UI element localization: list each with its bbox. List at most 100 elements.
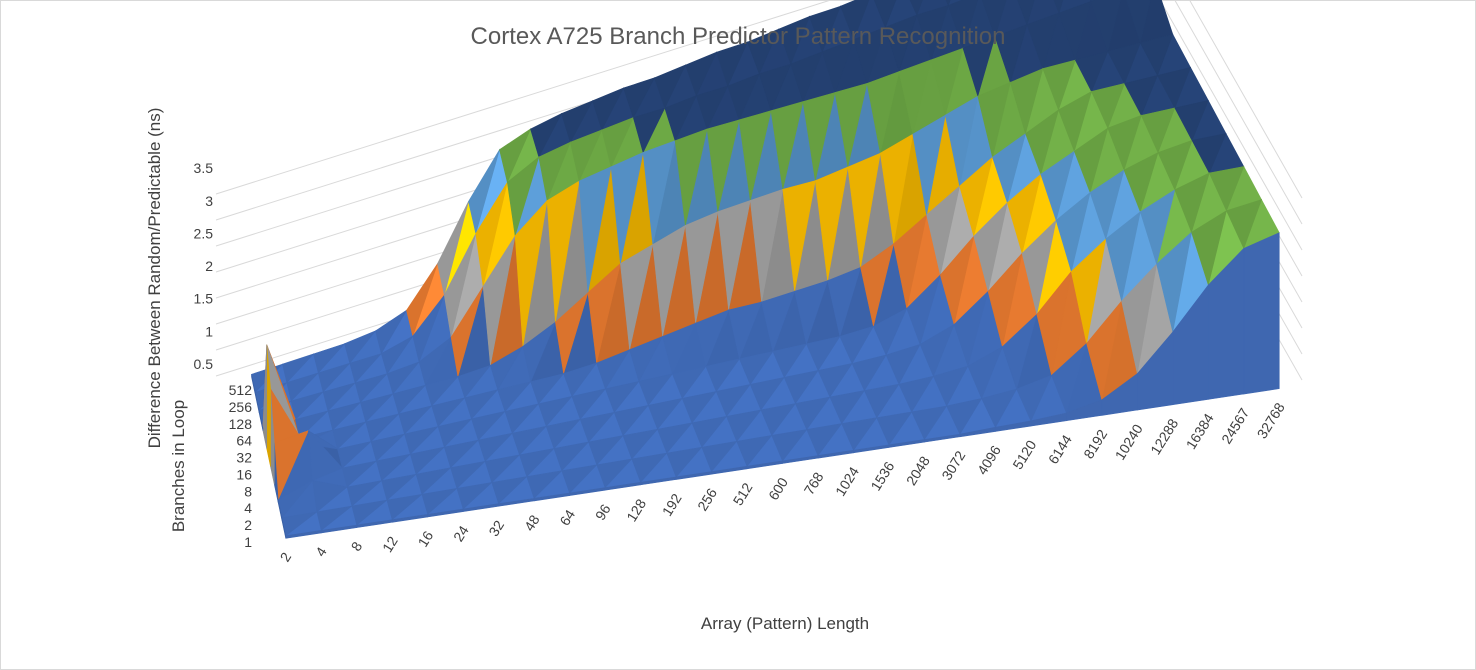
surface-cell-1-2-1	[346, 480, 383, 507]
surface-cell-5-12-1	[652, 224, 686, 337]
surface-cell-4-20-1	[926, 185, 961, 275]
surface-cell-1-5-1	[450, 460, 487, 489]
surface-cell-7-16-1	[758, 63, 792, 112]
surface-cell-7-24-1	[1017, 0, 1035, 26]
surface-cell-7-20-1	[884, 14, 918, 73]
surface-cell-4-22-1	[992, 132, 1027, 204]
surface-cell-0-19-1	[946, 398, 983, 435]
surface-cell-3-13-1	[705, 358, 741, 393]
surface-cell-8-13-1	[654, 64, 687, 109]
surface-cell-2-6-1	[477, 432, 514, 462]
y-tick-label: 512	[229, 382, 253, 398]
y-tick-label: 4	[244, 500, 252, 516]
surface-cell-6-21-1	[930, 47, 964, 117]
x-tick-label: 12	[379, 533, 401, 555]
y-tick-label: 64	[236, 433, 252, 449]
surface-cell-6-11-1	[610, 151, 644, 264]
surface-cell-2-17-1	[851, 354, 887, 392]
x-tick-label: 1024	[832, 464, 862, 499]
surface-cell-3-25-1	[1107, 114, 1142, 171]
surface-cell-7-5-1	[412, 295, 445, 363]
surface-cell-5-18-1	[847, 152, 881, 268]
surface-cell-0-7-1	[526, 470, 563, 499]
surface-cell-1-12-1	[691, 415, 728, 448]
x-axis-title: Array (Pattern) Length	[701, 614, 869, 633]
surface-cell-4-16-1	[794, 280, 829, 346]
x-tick-label: 512	[730, 480, 756, 508]
surface-cell-3-8-1	[538, 395, 573, 427]
surface-cell-2-14-1	[749, 376, 785, 411]
surface-cell-0-10-1	[631, 452, 668, 483]
surface-cell-4-24-1	[1058, 90, 1092, 153]
surface-cell-0-11-1	[666, 446, 703, 478]
y-tick-label: 2	[244, 517, 252, 533]
surface-cell-2-23-1	[1055, 191, 1091, 273]
surface-cell-8-15-1	[716, 41, 749, 87]
left-wall-8	[251, 374, 256, 395]
surface-cell-7-18-1	[821, 39, 855, 94]
surface-cell-6-24-1	[1026, 12, 1060, 70]
surface-cell-6-17-1	[802, 92, 836, 181]
surface-cell-0-13-1	[736, 434, 773, 467]
surface-cell-3-11-1	[638, 373, 674, 406]
surface-cell-4-18-1	[860, 243, 895, 327]
surface-cell-1-3-1	[381, 473, 418, 501]
surface-cell-2-24-1	[1089, 169, 1125, 241]
surface-cell-3-3-1	[370, 433, 406, 462]
surface-cell-1-16-1	[829, 390, 866, 425]
surface-cell-3-6-1	[471, 410, 506, 441]
surface-cell-5-27-1	[1139, 33, 1174, 77]
surface-cell-5-1-1	[295, 410, 329, 439]
surface-cell-3-17-1	[839, 325, 875, 365]
surface-cell-1-24-1	[1105, 211, 1141, 302]
surface-cell-7-11-1	[601, 117, 634, 168]
surface-cell-3-9-1	[571, 388, 607, 420]
z-tick-label: 1.5	[194, 291, 214, 307]
surface-cell-4-2-1	[332, 421, 367, 450]
surface-cell-8-10-1	[561, 100, 594, 143]
surface-cell-4-15-1	[761, 290, 796, 353]
x-tick-label: 8192	[1080, 426, 1110, 461]
surface-cell-0-8-1	[561, 464, 598, 494]
x-tick-label: 64	[556, 507, 578, 529]
z-tick-label: 3	[205, 193, 213, 209]
surface-cell-1-7-1	[519, 448, 555, 478]
gridline-6	[215, 0, 1303, 199]
surface-cell-7-17-1	[790, 51, 823, 103]
surface-cell-7-13-1	[664, 95, 697, 142]
surface-cell-6-20-1	[898, 59, 932, 135]
surface-cell-6-18-1	[834, 82, 868, 168]
surface-cell-4-4-1	[398, 405, 433, 435]
surface-cell-6-15-1	[738, 110, 772, 201]
x-tick-label: 32768	[1254, 400, 1288, 442]
surface-cell-1-8-1	[553, 441, 590, 472]
x-tick-label: 6144	[1045, 432, 1075, 467]
surface-cell-2-4-1	[409, 446, 446, 475]
surface-cell-8-18-1	[809, 5, 842, 53]
surface-cell-3-20-1	[939, 236, 975, 325]
surface-cell-8-16-1	[747, 28, 780, 75]
surface-cell-8-22-1	[945, 0, 951, 7]
x-tick-label: 2048	[903, 453, 933, 488]
surface-cell-0-23-1	[1086, 300, 1122, 400]
surface-cell-8-11-1	[592, 87, 625, 131]
surface-cell-2-16-1	[817, 363, 853, 398]
surface-cell-0-5-1	[456, 482, 493, 510]
surface-cell-5-22-1	[977, 81, 1011, 158]
surface-cell-4-11-1	[629, 335, 664, 383]
surface-cell-6-12-1	[642, 140, 676, 245]
surface-cell-2-3-1	[375, 453, 412, 482]
z-tick-label: 1	[205, 323, 213, 339]
surface-cell-5-5-1	[425, 376, 459, 407]
surface-cell-5-3-1	[360, 393, 394, 423]
x-tick-label: 96	[592, 501, 614, 523]
surface-cell-2-27-1	[1191, 133, 1227, 174]
surface-cell-5-25-1	[1074, 51, 1109, 93]
surface-cell-6-1-1	[290, 391, 325, 421]
surface-cell-0-22-1	[1051, 342, 1088, 414]
front-wall-27	[1243, 232, 1280, 395]
surface-cell-3-5-1	[437, 418, 473, 448]
x-tick-label: 32	[485, 517, 507, 539]
surface-cell-8-2-1	[313, 343, 346, 374]
surface-cell-8-17-1	[778, 15, 811, 65]
